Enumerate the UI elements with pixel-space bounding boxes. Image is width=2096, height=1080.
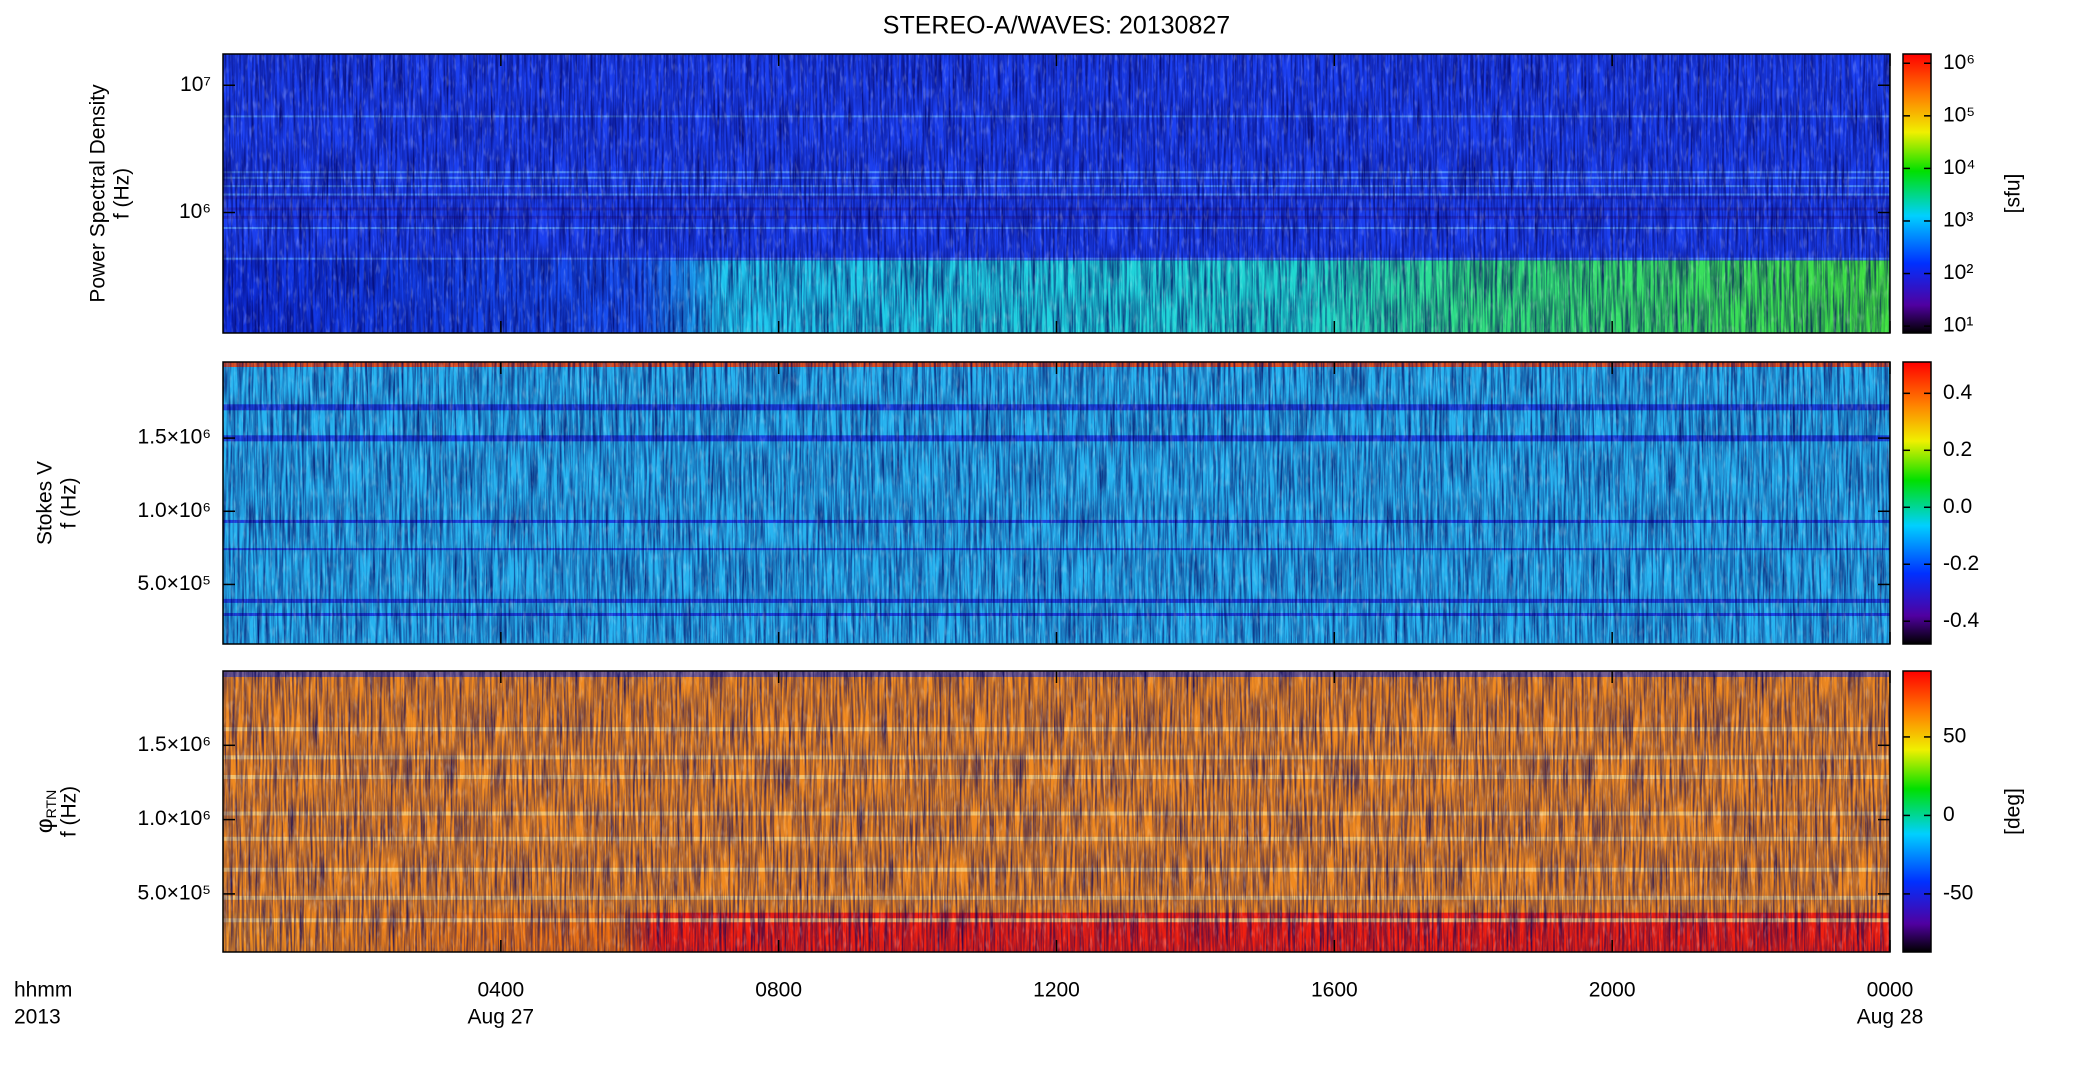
colorbar-tick-label: -0.4 [1943, 609, 1980, 632]
colorbar [1902, 670, 1932, 953]
x-axis-label: 2013 [14, 1006, 61, 1029]
colorbar [1902, 53, 1932, 334]
x-axis-label: hhmm [14, 979, 72, 1002]
colorbar-tick-label: 10¹ [1943, 314, 1973, 337]
y-axis-label: f (Hz) [58, 477, 81, 528]
colorbar-tick-label: 10⁴ [1943, 156, 1975, 179]
x-tick-label: 2000 [1589, 979, 1636, 1002]
colorbar-label: [sfu] [2002, 174, 2025, 214]
colorbar-tick-label: -0.2 [1943, 552, 1979, 575]
colorbar-tick-label: 0 [1943, 803, 1955, 826]
y-tick-label: 5.0×10⁵ [137, 881, 211, 904]
x-date-label: Aug 28 [1857, 1006, 1924, 1029]
y-tick-label: 1.0×10⁶ [138, 807, 211, 830]
y-axis-label-symbol: φ [31, 818, 57, 833]
colorbar-tick-label: 10³ [1943, 209, 1973, 232]
y-axis-label-subscript: RTN [43, 790, 59, 819]
y-tick-label: 10⁶ [179, 200, 211, 223]
y-axis-label: f (Hz) [111, 168, 134, 219]
colorbar-tick-label: 10⁵ [1943, 103, 1975, 126]
colorbar-label: [deg] [2002, 788, 2025, 835]
x-tick-label: 0400 [477, 979, 524, 1002]
colorbar-tick-label: 0.0 [1943, 495, 1972, 518]
y-tick-label: 5.0×10⁵ [137, 572, 211, 595]
y-axis-label: Stokes V [34, 461, 57, 545]
heatmap-speckle [223, 362, 1890, 644]
heatmap-speckle [223, 671, 1890, 952]
colorbar-tick-label: 10⁶ [1943, 51, 1975, 74]
colorbar-tick-label: 50 [1943, 724, 1966, 747]
x-tick-label: 1600 [1311, 979, 1358, 1002]
x-tick-label: 0800 [755, 979, 802, 1002]
y-tick-label: 1.5×10⁶ [138, 733, 211, 756]
y-tick-label: 1.5×10⁶ [138, 426, 211, 449]
heatmap-speckle [223, 54, 1890, 333]
y-axis-label: Power Spectral Density [87, 84, 110, 303]
x-date-label: Aug 27 [468, 1006, 535, 1029]
colorbar [1902, 361, 1932, 645]
y-tick-label: 10⁷ [180, 73, 211, 96]
x-tick-label: 0000 [1867, 979, 1914, 1002]
colorbar-tick-label: 0.4 [1943, 381, 1973, 404]
colorbar-tick-label: 10² [1943, 261, 1973, 284]
y-axis-label: f (Hz) [58, 786, 81, 837]
chart-title: STEREO-A/WAVES: 20130827 [883, 12, 1230, 40]
x-tick-label: 1200 [1033, 979, 1080, 1002]
colorbar-tick-label: 0.2 [1943, 438, 1972, 461]
y-axis-label: φRTN [31, 790, 59, 833]
y-tick-label: 1.0×10⁶ [138, 499, 211, 522]
colorbar-tick-label: -50 [1943, 881, 1973, 904]
